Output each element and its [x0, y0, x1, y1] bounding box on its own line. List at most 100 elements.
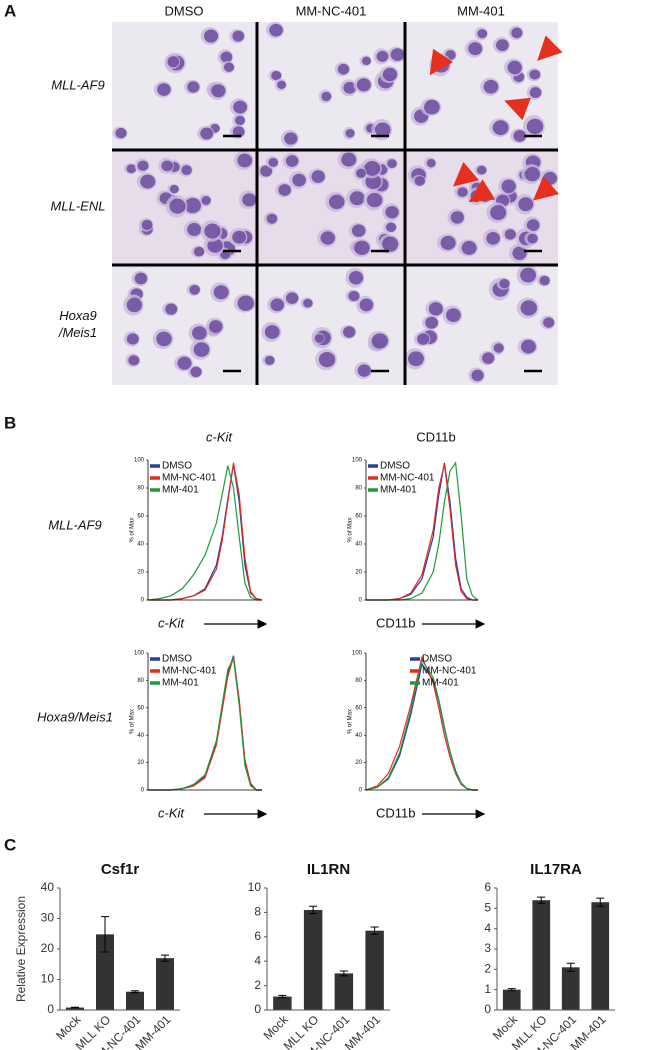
nucleus: [496, 39, 509, 52]
nucleus: [169, 198, 186, 214]
nucleus: [128, 355, 140, 366]
nucleus: [366, 192, 383, 208]
nucleus: [134, 272, 148, 285]
nucleus: [165, 303, 178, 315]
nucleus: [237, 153, 253, 168]
error-bar: [537, 896, 546, 904]
error-bar: [71, 1006, 79, 1009]
panel-label: B: [4, 413, 16, 432]
nucleus: [385, 205, 399, 219]
nucleus: [356, 168, 366, 178]
nucleus: [348, 271, 364, 285]
nucleus: [543, 171, 557, 185]
nucleus: [318, 351, 336, 368]
y-tick-label: 1: [484, 982, 491, 996]
y-axis-label: % of Max: [130, 517, 136, 542]
y-tick-label: 40: [137, 733, 144, 739]
nucleus: [232, 126, 245, 138]
nucleus: [426, 158, 436, 168]
y-tick-label: 100: [134, 651, 145, 657]
y-axis-label: % of Max: [130, 709, 136, 734]
y-tick-label: 100: [352, 651, 363, 657]
legend-label: DMSO: [380, 461, 410, 472]
y-tick-label: 100: [134, 458, 145, 464]
nucleus: [482, 352, 495, 364]
nucleus: [414, 176, 426, 186]
error-bar: [131, 990, 139, 994]
row-label: MLL-ENL: [51, 198, 106, 213]
row-label: Hoxa9/Meis1: [37, 709, 113, 724]
legend-label: MM-401: [422, 678, 459, 689]
nucleus: [314, 333, 325, 343]
row-label: Hoxa9: [59, 308, 97, 323]
arrow: [504, 97, 531, 121]
nucleus: [382, 67, 398, 82]
nucleus: [328, 194, 345, 210]
nucleus: [351, 224, 366, 237]
nucleus: [527, 233, 538, 244]
nucleus: [520, 300, 538, 316]
histogram-line: [365, 658, 478, 791]
nucleus: [189, 284, 200, 295]
nucleus: [126, 333, 139, 345]
nucleus: [529, 87, 542, 99]
y-tick-label: 20: [355, 570, 362, 576]
nucleus: [207, 238, 223, 253]
arrow: [532, 175, 559, 201]
nucleus: [232, 230, 246, 244]
nucleus: [471, 369, 484, 382]
nucleus: [266, 213, 278, 224]
nucleus: [504, 229, 516, 240]
nucleus: [260, 165, 273, 177]
nucleus: [499, 278, 510, 289]
nucleus: [157, 83, 171, 96]
row-label: MLL-AF9: [51, 77, 104, 92]
bar: [561, 967, 580, 1010]
nucleus: [311, 170, 325, 183]
nucleus: [345, 129, 355, 138]
arrow: [452, 161, 479, 187]
y-tick-label: 6: [254, 929, 261, 943]
y-tick-label: 0: [359, 788, 363, 794]
y-tick-label: 60: [355, 514, 362, 520]
y-tick-label: 3: [484, 941, 491, 955]
nucleus: [187, 81, 200, 93]
y-tick-label: 8: [254, 905, 261, 919]
arrow: [468, 179, 496, 203]
bar: [532, 900, 551, 1010]
error-bar: [278, 994, 287, 999]
legend-label: MM-401: [380, 485, 417, 496]
nucleus: [468, 42, 483, 56]
bar: [591, 902, 610, 1010]
nucleus: [417, 333, 430, 345]
nucleus: [126, 164, 137, 174]
y-tick-label: 0: [141, 788, 145, 794]
y-tick-label: 40: [355, 733, 362, 739]
nucleus: [512, 246, 527, 260]
nucleus: [233, 100, 248, 114]
nucleus: [200, 127, 214, 140]
nucleus: [357, 364, 371, 377]
nucleus: [518, 197, 534, 212]
panel-label: A: [4, 1, 16, 20]
chart-title: IL17RA: [530, 861, 582, 878]
nucleus: [361, 56, 372, 66]
nucleus: [285, 292, 299, 304]
nucleus: [192, 326, 207, 340]
row-label: MLL-AF9: [48, 517, 101, 532]
nucleus: [140, 174, 156, 189]
nucleus: [337, 63, 350, 75]
legend-label: DMSO: [422, 654, 452, 665]
nucleus: [184, 197, 201, 214]
x-axis-label: CD11b: [376, 615, 416, 630]
chart-title: CD11b: [416, 429, 456, 444]
nucleus: [193, 246, 205, 257]
nucleus: [126, 297, 143, 313]
nucleus: [141, 219, 153, 230]
nucleus: [382, 236, 399, 252]
nucleus: [177, 356, 192, 370]
nucleus: [385, 222, 397, 233]
nucleus: [543, 317, 555, 328]
micrograph-grid: [112, 22, 563, 385]
nucleus: [490, 205, 507, 221]
